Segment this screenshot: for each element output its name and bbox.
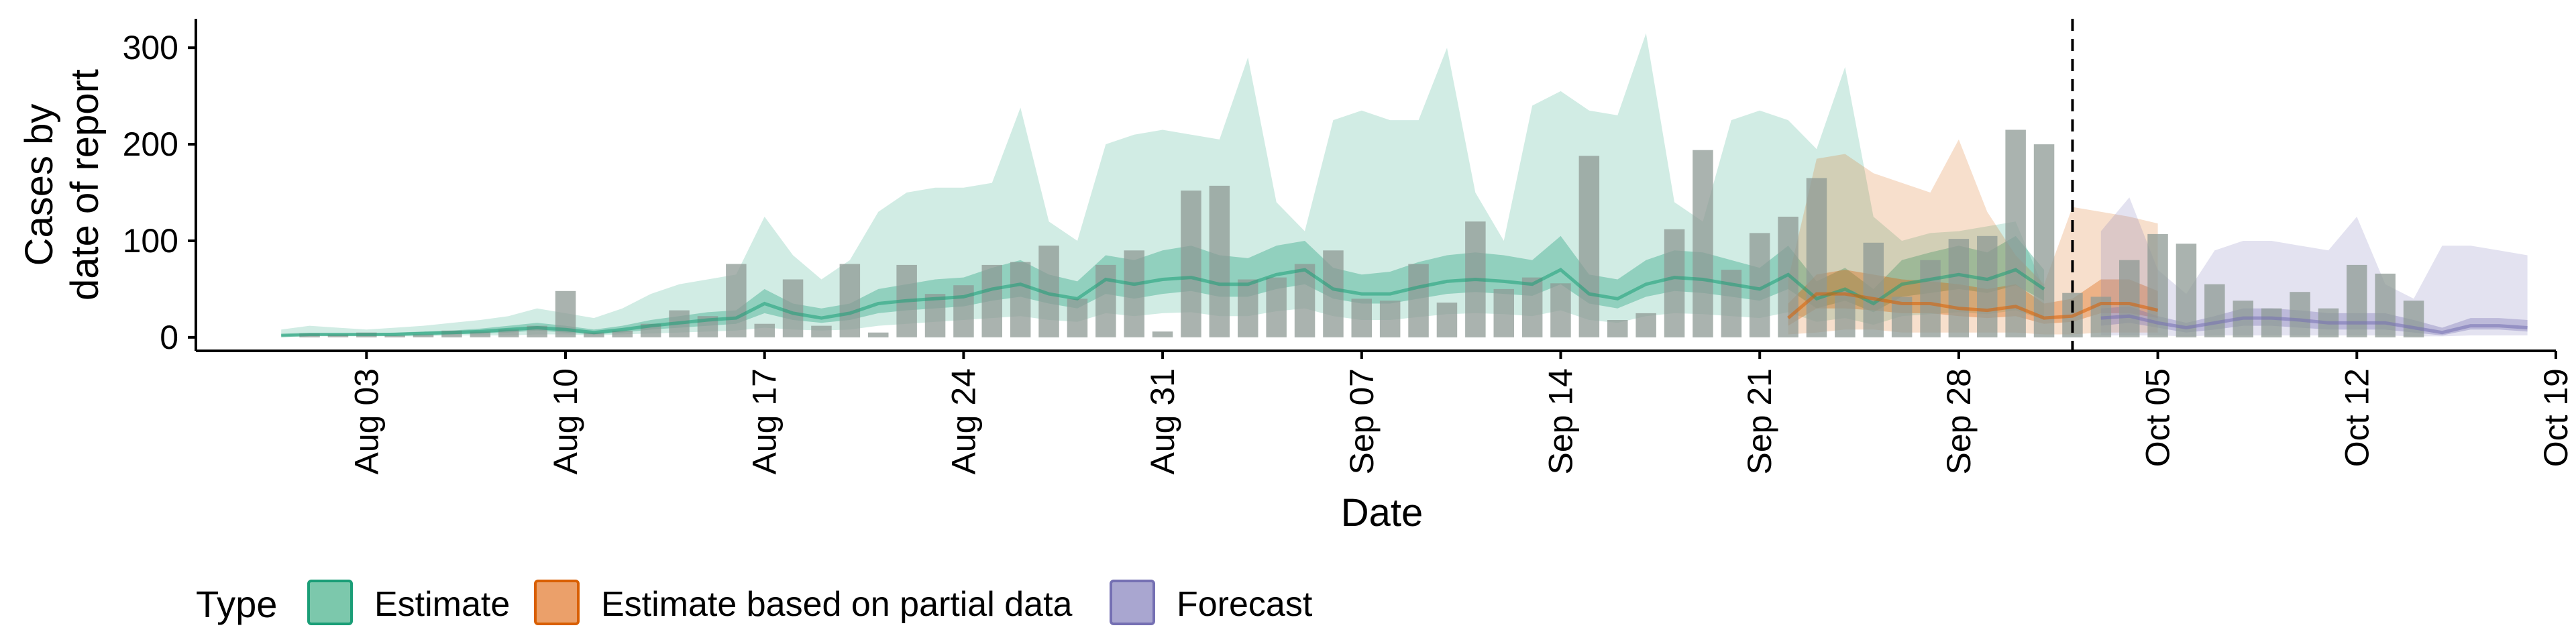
reported-case-bar — [924, 294, 946, 337]
reported-case-bar — [2033, 144, 2055, 337]
x-tick-label: Oct 05 — [2139, 368, 2177, 467]
reported-case-bar — [1408, 264, 1429, 337]
reported-case-bar — [2261, 308, 2282, 337]
reported-case-bar — [2290, 292, 2310, 337]
band-50-estimate — [281, 235, 2045, 337]
reported-case-bar — [1493, 288, 1514, 337]
reported-case-bar — [1095, 264, 1116, 337]
reported-case-bar — [1721, 270, 1742, 337]
reported-case-bar — [1323, 250, 1344, 337]
reported-case-bar — [1379, 301, 1401, 337]
median-estimate — [281, 268, 2045, 337]
reported-case-bar — [839, 264, 861, 337]
reported-case-bar — [2005, 129, 2026, 337]
median-lines — [281, 268, 2528, 337]
reported-case-bar — [868, 332, 889, 337]
x-ticks: Aug 03 Aug 10 Aug 17 Aug 24 Aug 31 Sep 07 Sep … — [347, 351, 2575, 474]
reported-case-bar — [1124, 250, 1144, 337]
reported-case-bar — [1266, 277, 1287, 337]
reported-case-bar — [1977, 235, 1998, 337]
reported-case-bar — [1664, 229, 1685, 337]
reported-case-bar — [384, 335, 405, 337]
reported-case-bar — [1635, 313, 1656, 337]
reported-case-bar — [470, 331, 491, 337]
reported-case-bar — [2347, 264, 2367, 337]
x-tick-label: Oct 12 — [2338, 368, 2375, 467]
reported-case-bar — [1010, 262, 1031, 337]
reported-case-bar — [498, 329, 519, 337]
band-90-estimate — [281, 33, 2045, 337]
reported-case-bar — [1238, 279, 1258, 337]
y-ticks: 0 100 200 300 — [123, 29, 196, 356]
reported-case-bar — [1181, 191, 1201, 337]
y-tick-label: 300 — [123, 29, 178, 66]
legend: Type Estimate Estimate based on partial … — [196, 580, 1313, 625]
reported-case-bar — [413, 334, 434, 337]
reported-case-bar — [782, 279, 804, 337]
x-tick-label: Aug 03 — [347, 368, 385, 474]
reported-case-bar — [1863, 242, 1884, 337]
reported-case-bar — [1835, 290, 1856, 337]
reported-case-bar — [2204, 284, 2225, 337]
x-tick-label: Aug 10 — [547, 368, 584, 474]
legend-key-partial — [534, 580, 580, 625]
x-tick-label: Aug 31 — [1144, 368, 1181, 474]
legend-label-forecast: Forecast — [1177, 585, 1313, 624]
reported-case-bar — [811, 325, 832, 337]
median-partial — [1786, 292, 2159, 320]
y-tick-label: 200 — [123, 125, 178, 163]
y-tick-label: 0 — [160, 319, 178, 356]
x-tick-label: Aug 17 — [746, 368, 784, 474]
reported-case-bar — [2176, 244, 2197, 337]
median-forecast — [2100, 314, 2528, 335]
x-tick-label: Oct 19 — [2537, 368, 2575, 467]
reported-case-bar — [1436, 303, 1458, 337]
reported-case-bars — [299, 129, 2424, 337]
axes: 0 100 200 300 Aug 03 Aug 10 Aug 17 Aug 24 Aug 3… — [123, 19, 2575, 474]
reported-case-bar — [754, 323, 775, 337]
reported-case-bar — [1209, 185, 1230, 337]
legend-label-estimate: Estimate — [374, 585, 510, 624]
legend-title: Type — [196, 583, 277, 625]
reported-case-bar — [1920, 260, 1941, 337]
y-tick-label: 100 — [123, 222, 178, 260]
legend-key-forecast — [1110, 580, 1155, 625]
legend-key-estimate — [307, 580, 353, 625]
reported-case-bar — [2375, 273, 2396, 337]
reported-case-bar — [584, 332, 604, 337]
x-tick-label: Sep 14 — [1542, 368, 1580, 474]
x-tick-label: Aug 24 — [945, 368, 982, 474]
x-tick-label: Sep 21 — [1741, 368, 1778, 474]
reported-case-bar — [981, 264, 1002, 337]
y-axis-title-line-1: Cases by — [17, 104, 61, 266]
reported-case-bar — [953, 285, 974, 337]
reported-case-bar — [1693, 150, 1713, 337]
y-axis-title-line-2: date of report — [63, 69, 107, 301]
reported-case-bar — [1806, 178, 1827, 337]
reported-case-bar — [1550, 283, 1571, 337]
reported-case-bar — [1578, 156, 1600, 337]
reported-case-bar — [726, 264, 747, 337]
reported-case-bar — [612, 330, 633, 337]
reported-case-bar — [1351, 299, 1372, 337]
x-tick-label: Sep 07 — [1343, 368, 1381, 474]
legend-label-partial: Estimate based on partial data — [601, 585, 1073, 624]
reported-case-bar — [2119, 260, 2140, 337]
reported-case-bar — [1521, 277, 1543, 337]
reported-case-bar — [1948, 239, 1970, 337]
reported-case-bar — [1152, 331, 1173, 337]
reported-case-bar — [1607, 320, 1628, 337]
x-tick-label: Sep 28 — [1940, 368, 1978, 474]
reported-case-bar — [1067, 299, 1088, 337]
x-axis-title: Date — [1341, 491, 1424, 535]
reported-case-bar — [2403, 301, 2424, 337]
